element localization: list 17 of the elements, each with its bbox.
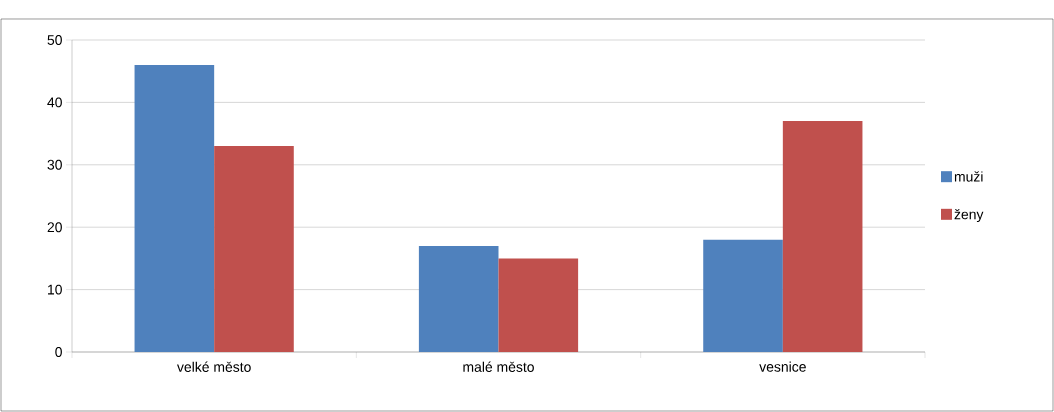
y-tick-label: 50: [47, 35, 62, 45]
y-tick-label: 30: [47, 159, 62, 170]
bar: [214, 146, 294, 352]
bar: [703, 239, 783, 352]
x-tick-label: velké město: [177, 361, 251, 372]
x-tick-label: malé město: [463, 361, 534, 372]
legend-label: ženy: [954, 208, 984, 223]
y-tick-label: 20: [47, 222, 62, 233]
bar: [782, 121, 863, 352]
y-tick-label: 10: [48, 284, 62, 295]
y-tick-label: 0: [55, 347, 62, 357]
y-tick-label: 40: [47, 97, 62, 108]
bar: [418, 245, 499, 352]
bar: [498, 258, 579, 352]
x-tick-label: vesnice: [759, 361, 806, 372]
legend-label: muži: [954, 171, 983, 182]
bar: [134, 64, 215, 352]
